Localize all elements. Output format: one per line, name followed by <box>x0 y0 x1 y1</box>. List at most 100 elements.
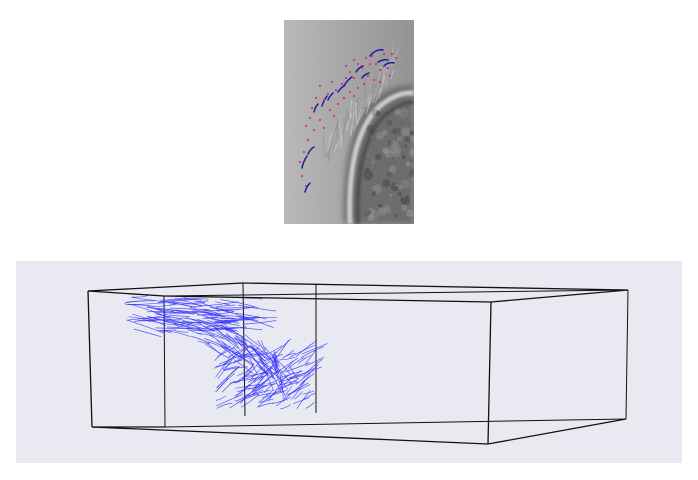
fiber-trace <box>295 340 318 357</box>
fiber-trace <box>304 356 325 367</box>
fiber-trace <box>195 327 232 342</box>
box-edge <box>87 290 93 428</box>
tracked-segment <box>361 72 370 79</box>
fiber-trace <box>181 317 219 326</box>
detected-point <box>364 56 368 60</box>
fiber-trace <box>277 360 291 375</box>
box-front-edges <box>87 282 629 445</box>
detected-point <box>388 74 392 78</box>
fiber-trace <box>283 362 310 373</box>
fiber-trace <box>188 308 217 316</box>
detected-point <box>368 62 372 66</box>
fiber-trace <box>185 323 207 330</box>
fiber-trace <box>226 345 250 359</box>
fiber-trace <box>297 354 311 364</box>
fiber-trace <box>162 329 191 337</box>
fiber-trace <box>220 299 259 309</box>
fiber-trace <box>302 366 322 378</box>
fiber-trace <box>256 385 268 392</box>
detected-point <box>344 76 348 80</box>
fiber-trace <box>242 320 277 325</box>
panel-background <box>16 261 682 463</box>
tracked-segment <box>337 84 346 93</box>
fiber-trace <box>211 316 229 319</box>
detected-point <box>332 114 336 118</box>
fiber-trace <box>237 350 266 361</box>
fiber-trace <box>181 321 201 325</box>
fiber-trace <box>289 344 315 358</box>
fiber-trace <box>288 356 305 369</box>
fiber-trace <box>302 373 311 383</box>
fiber-trace <box>295 364 319 385</box>
fiber-trace <box>289 369 302 379</box>
box-edge <box>87 282 244 292</box>
fiber-trace <box>303 358 323 376</box>
fiber-trace <box>248 344 268 365</box>
fiber-trace <box>207 341 226 350</box>
fiber-trace <box>284 352 296 357</box>
micrograph-image <box>284 20 414 224</box>
fiber-trace <box>207 320 227 324</box>
fiber-trace <box>251 347 275 363</box>
fiber-trace <box>258 402 274 408</box>
fiber-trace <box>173 329 189 333</box>
fiber-trace <box>222 341 231 354</box>
fiber-trace <box>280 404 291 410</box>
fiber-trace <box>229 381 240 384</box>
fiber-trace <box>273 357 299 375</box>
fiber-trace <box>263 382 275 394</box>
fiber-trace <box>304 349 317 364</box>
fiber-trace <box>157 307 191 313</box>
fiber-trace <box>286 383 311 396</box>
fiber-trace <box>191 318 215 328</box>
fiber-trace <box>214 320 240 326</box>
tracked-segment <box>377 58 389 63</box>
fiber-trace <box>265 390 284 395</box>
fiber-trace <box>124 300 147 304</box>
fiber-trace <box>248 357 263 374</box>
fiber-trace <box>269 370 281 374</box>
fiber-trace <box>197 340 210 345</box>
detected-point <box>348 90 352 94</box>
detected-point <box>300 174 304 178</box>
fiber-trace <box>235 312 267 320</box>
fiber-trace <box>176 317 193 325</box>
detected-point <box>360 66 364 70</box>
detected-point <box>390 52 394 56</box>
detected-point <box>318 84 322 88</box>
fiber-trace <box>216 331 227 338</box>
fiber-trace <box>166 326 195 330</box>
detected-point <box>394 56 398 60</box>
fiber-trace <box>280 360 294 374</box>
fiber-trace <box>142 318 179 326</box>
fiber-trace <box>242 351 269 358</box>
box-edge <box>625 289 629 420</box>
fiber-trace <box>239 316 277 319</box>
fiber-trace <box>224 337 241 350</box>
detected-point <box>378 68 382 72</box>
fiber-trace <box>237 345 250 359</box>
fiber-trace <box>203 313 223 317</box>
detected-point <box>302 150 306 154</box>
fiber-trace <box>187 328 203 335</box>
tracked-segment <box>327 92 334 101</box>
fiber-trace <box>215 325 235 333</box>
detected-point <box>336 102 340 106</box>
fiber-trace <box>217 346 235 358</box>
fiber-trace <box>248 353 267 359</box>
fiber-trace <box>146 310 174 313</box>
fiber-trace <box>264 346 280 364</box>
detected-point <box>370 54 374 58</box>
detected-point <box>342 96 346 100</box>
detected-point <box>304 184 308 188</box>
fiber-trace <box>234 353 254 358</box>
fiber-trace <box>215 301 230 306</box>
fiber-trace <box>271 356 283 378</box>
fiber-trace <box>253 389 264 396</box>
detected-point <box>348 70 352 74</box>
tracked-segment <box>304 182 311 193</box>
detected-point <box>328 108 332 112</box>
fiber-trace <box>239 370 268 382</box>
detected-point <box>356 86 360 90</box>
fiber-trace <box>279 374 304 383</box>
